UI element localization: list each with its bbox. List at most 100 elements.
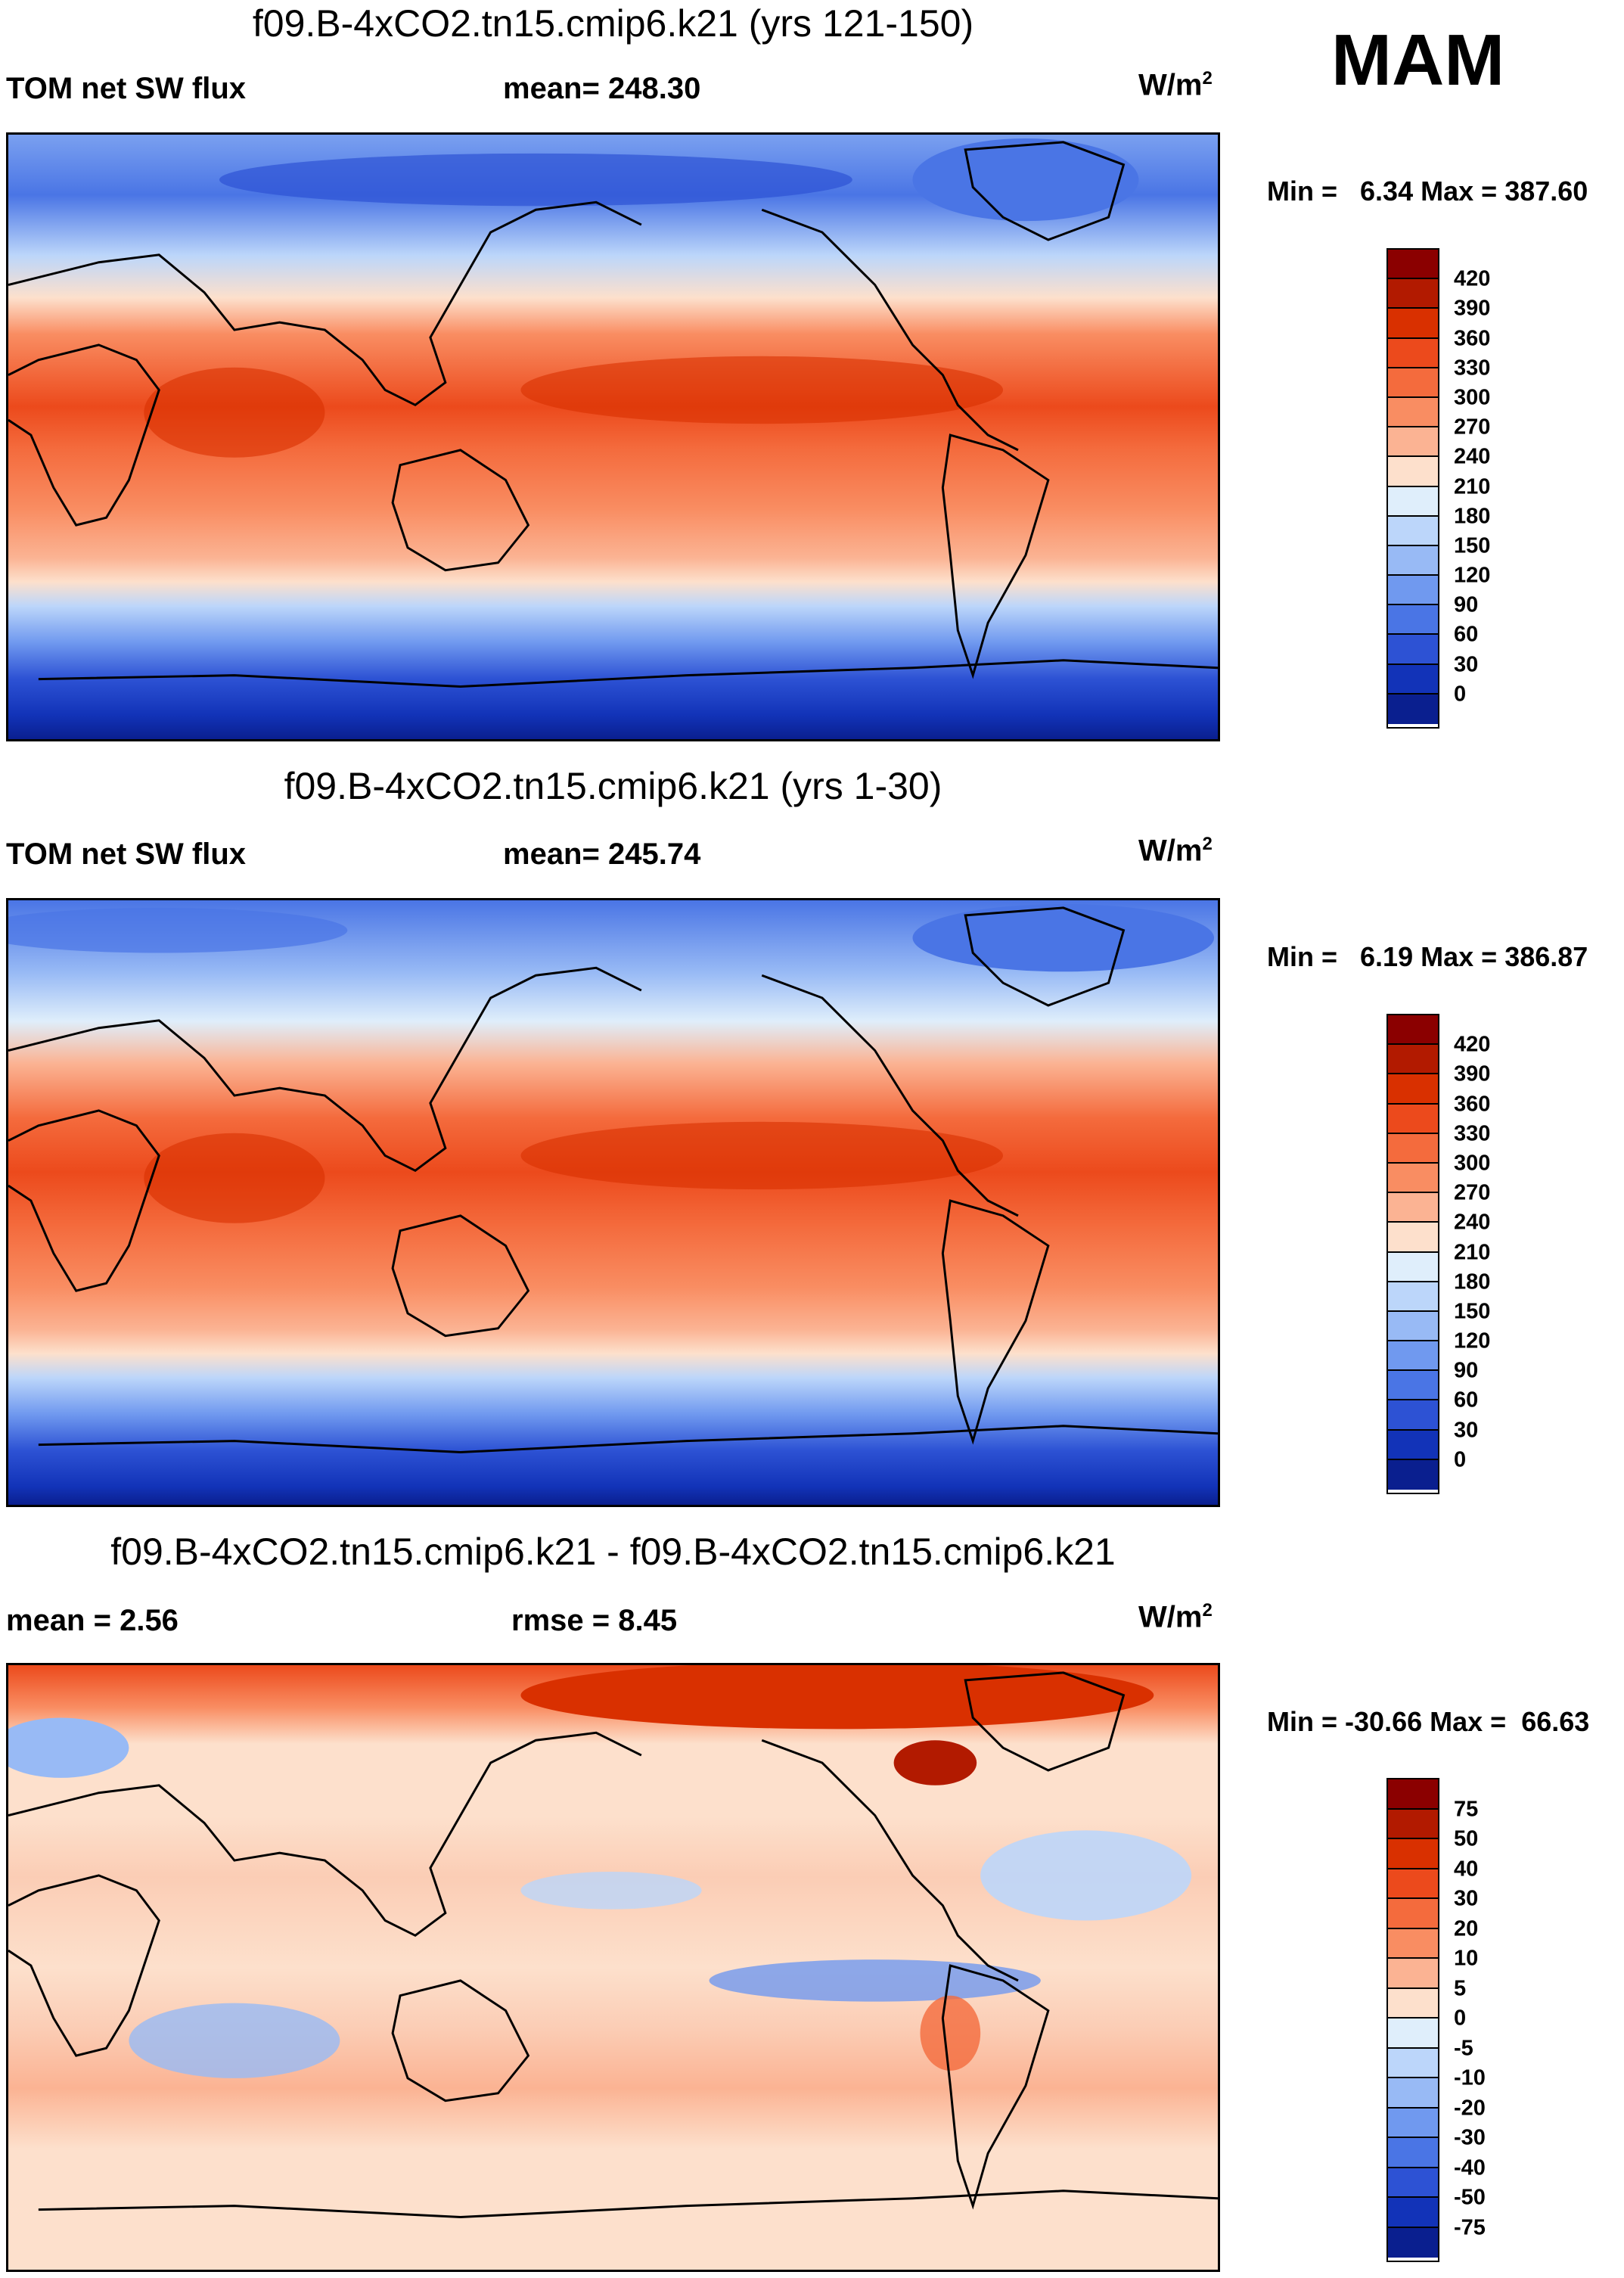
colorbar-swatch [1388,2227,1438,2258]
colorbar-tick-label: 90 [1454,592,1479,617]
colorbar-tick-label: 30 [1454,1886,1479,1911]
colorbar-swatch [1388,427,1438,458]
colorbar-tick-label: 360 [1454,1092,1491,1117]
colorbar-tick-label: 150 [1454,533,1491,558]
colorbar-swatch [1388,1988,1438,2019]
colorbar-swatch [1388,1341,1438,1372]
panel-1-title: f09.B-4xCO2.tn15.cmip6.k21 (yrs 121-150) [252,2,974,45]
colorbar-tick-label: 270 [1454,1180,1491,1205]
colorbar-tick-label: 420 [1454,266,1491,291]
colorbar-swatch [1388,1430,1438,1460]
colorbar-swatch [1388,1311,1438,1342]
colorbar-swatch [1388,1400,1438,1431]
colorbar-swatch [1388,516,1438,546]
panel-2-mean-label: mean= 245.74 [503,838,701,871]
colorbar-swatch [1388,1045,1438,1075]
colorbar-tick-label: 5 [1454,1976,1467,2000]
colorbar-swatch [1388,694,1438,724]
panel-2-map [6,898,1220,1507]
colorbar-swatch [1388,1869,1438,1899]
colorbar-tick-label: 330 [1454,356,1491,381]
colorbar-tick-label: 300 [1454,1151,1491,1176]
colorbar-swatch [1388,545,1438,576]
colorbar-tick-label: 240 [1454,444,1491,469]
panel-2-minmax: Min = 6.19 Max = 386.87 [1267,941,1588,972]
colorbar-tick-label: 10 [1454,1946,1479,1971]
panel-3-map [6,1663,1220,2272]
colorbar-tick-label: 60 [1454,1388,1479,1412]
panel-1-coastlines [8,141,1218,688]
colorbar-tick-label: -50 [1454,2185,1486,2210]
colorbar-swatch [1388,605,1438,636]
colorbar-tick-label: 330 [1454,1121,1491,1146]
panel-2-map-svg [8,900,1218,1505]
colorbar-swatch [1388,1015,1438,1046]
panel-3-rmse-label: rmse = 8.45 [511,1604,678,1637]
colorbar-swatch [1388,1193,1438,1223]
panel-1-mean-label: mean= 248.30 [503,72,701,105]
arctic-increase [520,1665,1154,1729]
colorbar-swatch [1388,1459,1438,1490]
colorbar-tick-label: -40 [1454,2155,1486,2180]
colorbar-swatch [1388,397,1438,428]
colorbar-tick-label: 180 [1454,1270,1491,1294]
panel-2-units: W/m2 [1138,834,1213,868]
colorbar-swatch [1388,309,1438,339]
panel-1-minmax: Min = 6.34 Max = 387.60 [1267,176,1588,207]
colorbar-swatch [1388,635,1438,665]
colorbar-tick-label: 0 [1454,682,1467,707]
panel-1-variable-label: TOM net SW flux [6,72,247,105]
panel-2-variable-label: TOM net SW flux [6,838,247,871]
colorbar-tick-label: 120 [1454,563,1491,588]
colorbar-swatch [1388,1133,1438,1164]
colorbar-swatch [1388,1074,1438,1105]
colorbar-swatch [1388,664,1438,695]
panel-1-units: W/m2 [1138,68,1213,102]
panel-1-map-svg [8,135,1218,739]
colorbar-swatch [1388,2048,1438,2078]
panel-2-colorbar [1386,1014,1439,1494]
panel-2-coastlines [8,906,1218,1454]
colorbar-tick-label: 120 [1454,1329,1491,1353]
colorbar-swatch [1388,1779,1438,1810]
panel-3-title: f09.B-4xCO2.tn15.cmip6.k21 - f09.B-4xCO2… [110,1531,1116,1573]
colorbar-swatch [1388,1959,1438,1989]
colorbar-tick-label: 180 [1454,504,1491,529]
colorbar-swatch [1388,1163,1438,1194]
colorbar-tick-label: 420 [1454,1032,1491,1057]
colorbar-tick-label: 75 [1454,1797,1479,1821]
colorbar-tick-label: -75 [1454,2215,1486,2239]
colorbar-tick-label: 40 [1454,1857,1479,1881]
colorbar-swatch [1388,2198,1438,2228]
colorbar-swatch [1388,1371,1438,1401]
colorbar-swatch [1388,457,1438,487]
colorbar-swatch [1388,1809,1438,1839]
colorbar-swatch [1388,2019,1438,2049]
colorbar-swatch [1388,486,1438,517]
colorbar-swatch [1388,250,1438,280]
colorbar-swatch [1388,2168,1438,2198]
colorbar-swatch [1388,1839,1438,1869]
colorbar-tick-label: 390 [1454,296,1491,321]
colorbar-swatch [1388,338,1438,368]
colorbar-swatch [1388,368,1438,398]
colorbar-tick-label: 60 [1454,622,1479,647]
colorbar-tick-label: 210 [1454,474,1491,499]
colorbar-tick-label: 360 [1454,326,1491,351]
panel-3-mean-label: mean = 2.56 [6,1604,179,1637]
colorbar-swatch [1388,2138,1438,2168]
panel-3-map-svg [8,1665,1218,2270]
colorbar-tick-label: -30 [1454,2125,1486,2150]
colorbar-swatch [1388,1899,1438,1929]
season-label: MAM [1331,20,1505,101]
colorbar-swatch [1388,1282,1438,1312]
colorbar-tick-label: -10 [1454,2065,1486,2090]
colorbar-tick-label: 240 [1454,1210,1491,1235]
panel-2-title: f09.B-4xCO2.tn15.cmip6.k21 (yrs 1-30) [284,765,942,807]
colorbar-tick-label: 20 [1454,1916,1479,1941]
colorbar-tick-label: 300 [1454,385,1491,410]
panel-3-minmax: Min = -30.66 Max = 66.63 [1267,1706,1590,1737]
colorbar-tick-label: 210 [1454,1240,1491,1264]
colorbar-swatch [1388,576,1438,606]
colorbar-tick-label: 50 [1454,1826,1479,1851]
